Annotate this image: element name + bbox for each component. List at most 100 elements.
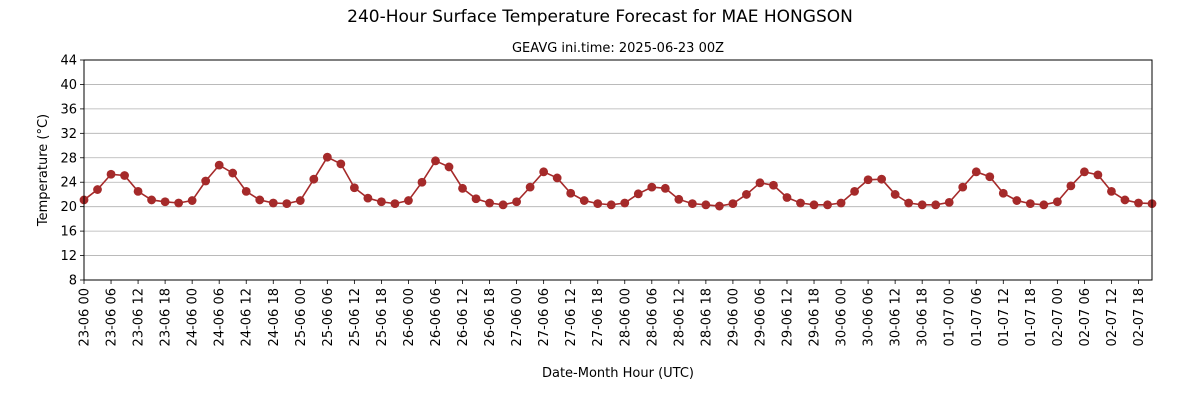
x-tick-label: 23-06 12 (132, 288, 147, 346)
data-point (1066, 181, 1076, 191)
data-point (701, 200, 711, 210)
data-point (390, 199, 400, 209)
plot-frame (83, 59, 1153, 281)
data-point (593, 199, 603, 209)
data-point (336, 159, 346, 169)
data-point (471, 194, 481, 204)
data-point (579, 196, 589, 205)
data-point (620, 198, 630, 208)
y-tick-label: 20 (60, 200, 77, 215)
data-point (1025, 199, 1035, 209)
data-point (1012, 196, 1022, 205)
y-tick-label: 36 (60, 102, 77, 117)
data-point (809, 200, 819, 210)
data-point (201, 176, 211, 186)
x-tick-label: 01-07 18 (1024, 288, 1039, 346)
data-point (404, 196, 413, 205)
x-tick-label: 28-06 18 (699, 288, 714, 346)
data-point (769, 180, 778, 190)
x-tick-label: 28-06 12 (672, 288, 687, 346)
data-point (228, 168, 238, 178)
chart-title: 240-Hour Surface Temperature Forecast fo… (347, 7, 853, 27)
y-tick-label: 44 (60, 54, 77, 69)
y-tick-label: 24 (60, 176, 77, 191)
data-point (309, 174, 319, 184)
x-tick-label: 27-06 18 (591, 288, 606, 346)
data-point (377, 197, 386, 207)
data-point (836, 198, 846, 208)
data-point (349, 183, 359, 193)
data-point (687, 199, 697, 209)
series-group (79, 152, 1157, 211)
data-point (241, 186, 251, 196)
data-point (525, 182, 535, 192)
data-point (187, 196, 197, 205)
data-point (742, 190, 751, 199)
y-tick-label: 28 (60, 151, 77, 166)
x-tick-label: 01-07 12 (997, 288, 1012, 346)
data-point (93, 185, 102, 194)
data-point (160, 197, 170, 207)
x-tick-label: 23-06 18 (159, 288, 174, 346)
data-point (796, 198, 805, 208)
data-point (998, 188, 1008, 198)
x-tick-label: 30-06 12 (889, 288, 904, 346)
data-point (944, 197, 954, 207)
x-tick-label: 30-06 00 (835, 288, 850, 346)
data-point (458, 183, 467, 193)
data-point (566, 188, 576, 198)
y-tick-label: 16 (60, 225, 77, 240)
data-point (174, 198, 184, 208)
chart-subtitle: GEAVG ini.time: 2025-06-23 00Z (512, 41, 724, 56)
x-tick-label: 01-07 06 (970, 288, 985, 346)
data-point (1134, 198, 1143, 208)
data-point (552, 173, 562, 183)
x-axis-label: Date-Month Hour (UTC) (542, 366, 694, 381)
data-point (255, 195, 265, 205)
x-tick-label: 30-06 18 (916, 288, 931, 346)
series-line (83, 156, 1153, 207)
x-tick-label: 30-06 06 (862, 288, 877, 346)
x-tick-label: 24-06 12 (240, 288, 255, 346)
x-tick-label: 29-06 18 (808, 288, 823, 346)
x-tick-label: 29-06 06 (753, 288, 768, 346)
data-point (877, 174, 887, 184)
x-tick-label: 25-06 00 (294, 288, 309, 346)
data-point (863, 175, 873, 185)
data-point (782, 193, 792, 202)
data-point (268, 198, 278, 208)
data-point (120, 171, 129, 180)
data-point (647, 182, 657, 192)
data-point (431, 156, 440, 166)
x-tick-label: 25-06 06 (321, 288, 336, 346)
y-axis: 8 12 16 20 24 28 32 36 40 44 (60, 54, 84, 289)
data-point (958, 182, 968, 192)
data-point (282, 199, 292, 209)
x-tick-label: 28-06 00 (618, 288, 633, 346)
data-point (714, 201, 724, 211)
data-point (295, 196, 305, 205)
x-tick-label: 02-07 18 (1132, 288, 1147, 346)
data-point (1052, 197, 1062, 207)
data-point (633, 189, 643, 199)
y-tick-label: 12 (60, 249, 77, 264)
data-point (728, 199, 738, 209)
data-point (931, 200, 941, 210)
data-point (498, 200, 508, 210)
data-point (850, 186, 859, 196)
y-tick-label: 40 (60, 78, 77, 93)
data-point (971, 167, 981, 177)
y-tick-label: 32 (60, 127, 77, 142)
x-tick-label: 27-06 12 (564, 288, 579, 346)
data-point (363, 193, 373, 203)
data-point (985, 172, 995, 182)
y-tick-label: 8 (69, 274, 77, 289)
x-tick-label: 29-06 00 (726, 288, 741, 346)
x-tick-label: 24-06 00 (186, 288, 201, 346)
x-tick-label: 02-07 12 (1105, 288, 1120, 346)
data-point (485, 198, 494, 208)
y-axis-label: Temperature (°C) (36, 114, 51, 227)
x-tick-label: 01-07 00 (943, 288, 958, 346)
grid-lines (84, 59, 1152, 281)
data-point (417, 177, 427, 187)
